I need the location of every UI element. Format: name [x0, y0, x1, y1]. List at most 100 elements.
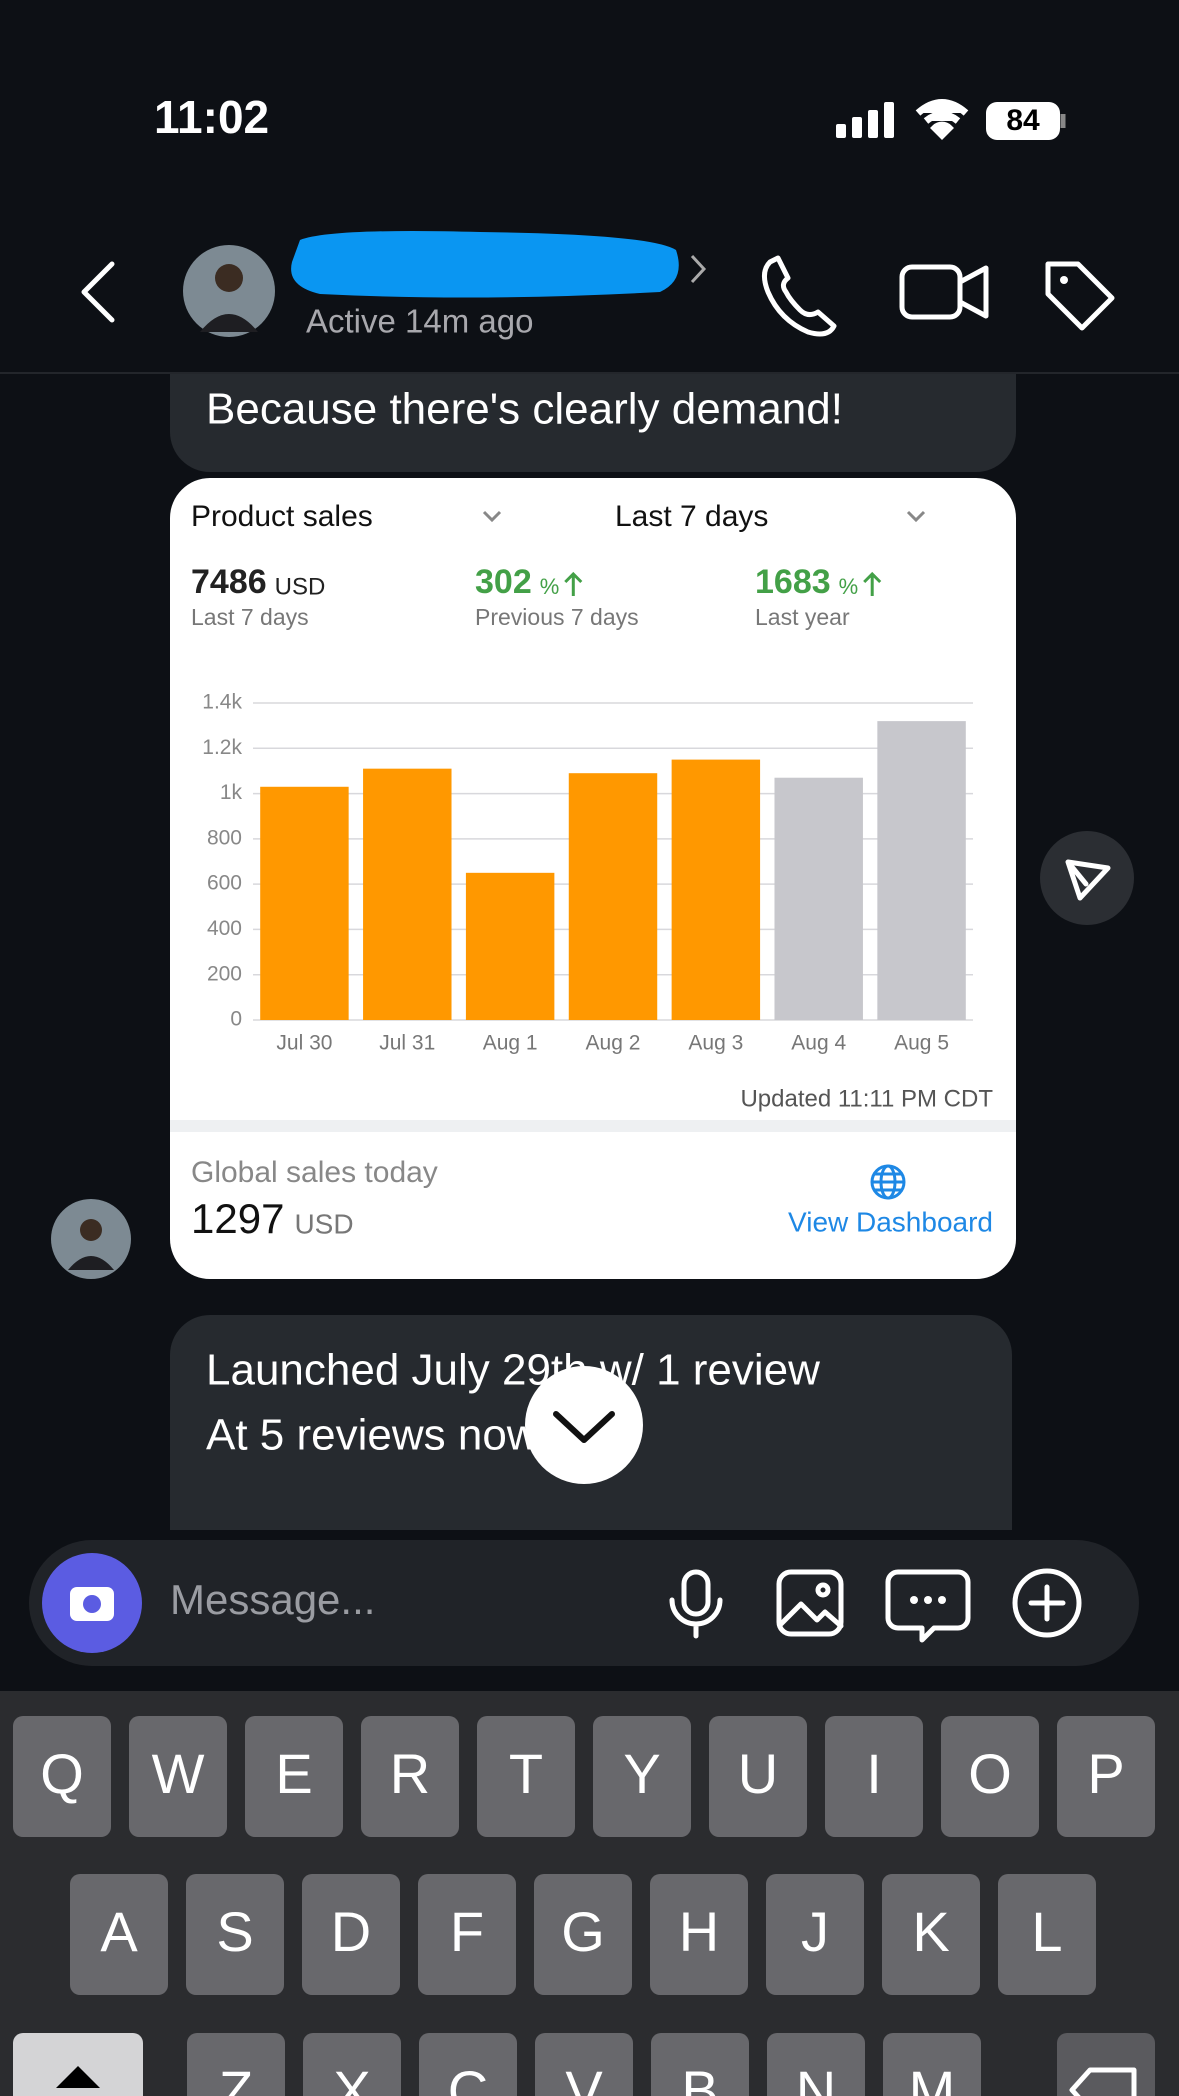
key[interactable] — [535, 2033, 633, 2096]
card-divider — [170, 1120, 1016, 1132]
tag[interactable] — [1045, 261, 1115, 331]
period-select[interactable]: Last 7 days — [615, 500, 768, 533]
key[interactable] — [361, 1716, 459, 1837]
microphone[interactable] — [669, 1569, 723, 1639]
shift-key[interactable] — [13, 2033, 143, 2096]
stat-label: Last 7 days — [191, 604, 309, 630]
key[interactable] — [13, 1716, 111, 1837]
stat-value: 302 — [475, 563, 532, 601]
key[interactable] — [825, 1716, 923, 1837]
key-label: S — [216, 1900, 253, 1963]
stickers[interactable] — [885, 1569, 971, 1643]
gallery[interactable] — [776, 1569, 844, 1637]
key-label: Y — [623, 1742, 660, 1805]
key[interactable] — [129, 1716, 227, 1837]
key[interactable] — [766, 1874, 864, 1995]
name-chevron[interactable] — [690, 254, 707, 284]
key[interactable] — [419, 2033, 517, 2096]
more[interactable] — [1012, 1568, 1082, 1638]
key[interactable] — [767, 2033, 865, 2096]
key-label: K — [912, 1900, 949, 1963]
composer — [29, 1540, 1139, 1666]
stat-unit: % — [540, 574, 560, 599]
global-unit: USD — [294, 1208, 353, 1239]
y-tick-label: 1.4k — [202, 691, 242, 714]
key-label: C — [448, 2059, 488, 2096]
y-tick-label: 600 — [207, 872, 242, 895]
scroll-down[interactable] — [525, 1366, 643, 1484]
x-tick-label: Jul 30 — [276, 1032, 332, 1055]
back[interactable] — [81, 261, 115, 323]
key-label: H — [679, 1900, 719, 1963]
stat-value: 1683 — [755, 563, 831, 601]
message-input[interactable]: Message... — [170, 1576, 375, 1623]
updated: Updated 11:11 PM CDT — [740, 1085, 993, 1112]
view-dashboard[interactable]: View Dashboard — [788, 1206, 993, 1237]
key-label: O — [968, 1742, 1012, 1805]
key[interactable] — [303, 2033, 401, 2096]
key[interactable] — [998, 1874, 1096, 1995]
key[interactable] — [418, 1874, 516, 1995]
key-label: A — [100, 1900, 138, 1963]
key[interactable] — [477, 1716, 575, 1837]
avatar-face — [80, 1219, 102, 1241]
key[interactable] — [709, 1716, 807, 1837]
bar — [260, 786, 349, 1020]
y-tick-label: 0 — [230, 1008, 242, 1031]
key-label: I — [866, 1742, 882, 1805]
avatar-body — [200, 314, 258, 332]
global-label: Global sales today — [191, 1156, 438, 1189]
bar — [774, 777, 863, 1020]
message-line: Launched July 29th w/ 1 review — [206, 1346, 820, 1395]
key[interactable] — [302, 1874, 400, 1995]
key-label: X — [333, 2059, 370, 2096]
scroll-down-icon — [553, 1411, 615, 1443]
x-tick-label: Aug 5 — [894, 1032, 949, 1055]
metric-select[interactable]: Product sales — [191, 500, 373, 533]
message-line: At 5 reviews now — [206, 1411, 539, 1460]
bar — [363, 768, 452, 1020]
globe — [870, 1164, 906, 1200]
key-label: T — [509, 1742, 543, 1805]
redacted-name — [291, 231, 679, 298]
time: 11:02 — [154, 91, 269, 143]
key[interactable] — [186, 1874, 284, 1995]
avatar-face — [215, 264, 243, 292]
active-status: Active 14m ago — [306, 303, 533, 340]
global-value: 1297 — [191, 1195, 284, 1242]
key-label: U — [738, 1742, 778, 1805]
key-label: Z — [219, 2059, 253, 2096]
key[interactable] — [941, 1716, 1039, 1837]
bar — [671, 759, 761, 1020]
key[interactable] — [882, 1874, 980, 1995]
stat-unit: % — [839, 574, 859, 599]
key[interactable] — [70, 1874, 168, 1995]
video-call[interactable] — [899, 264, 963, 320]
y-tick-label: 200 — [207, 962, 242, 985]
key[interactable] — [534, 1874, 632, 1995]
key[interactable] — [593, 1716, 691, 1837]
bar — [465, 872, 555, 1020]
key[interactable] — [883, 2033, 981, 2096]
key[interactable] — [1057, 1716, 1155, 1837]
x-tick-label: Aug 1 — [483, 1032, 538, 1055]
chevron — [906, 510, 926, 523]
sticker-dots — [910, 1596, 946, 1604]
key[interactable] — [245, 1716, 343, 1837]
call[interactable] — [762, 255, 837, 337]
key-label: V — [565, 2059, 603, 2096]
wifi — [915, 99, 969, 140]
key-label: M — [909, 2059, 956, 2096]
delete-key[interactable] — [1057, 2033, 1155, 2096]
key-label: Q — [40, 1742, 84, 1805]
stat-value: 7486 — [191, 563, 267, 601]
x-tick-label: Aug 2 — [586, 1032, 641, 1055]
key[interactable] — [650, 1874, 748, 1995]
delete-icon — [1069, 2067, 1137, 2096]
key-label: P — [1087, 1742, 1124, 1805]
share-button[interactable] — [1040, 831, 1134, 925]
trend-up — [863, 571, 882, 596]
key[interactable] — [651, 2033, 749, 2096]
key[interactable] — [187, 2033, 285, 2096]
